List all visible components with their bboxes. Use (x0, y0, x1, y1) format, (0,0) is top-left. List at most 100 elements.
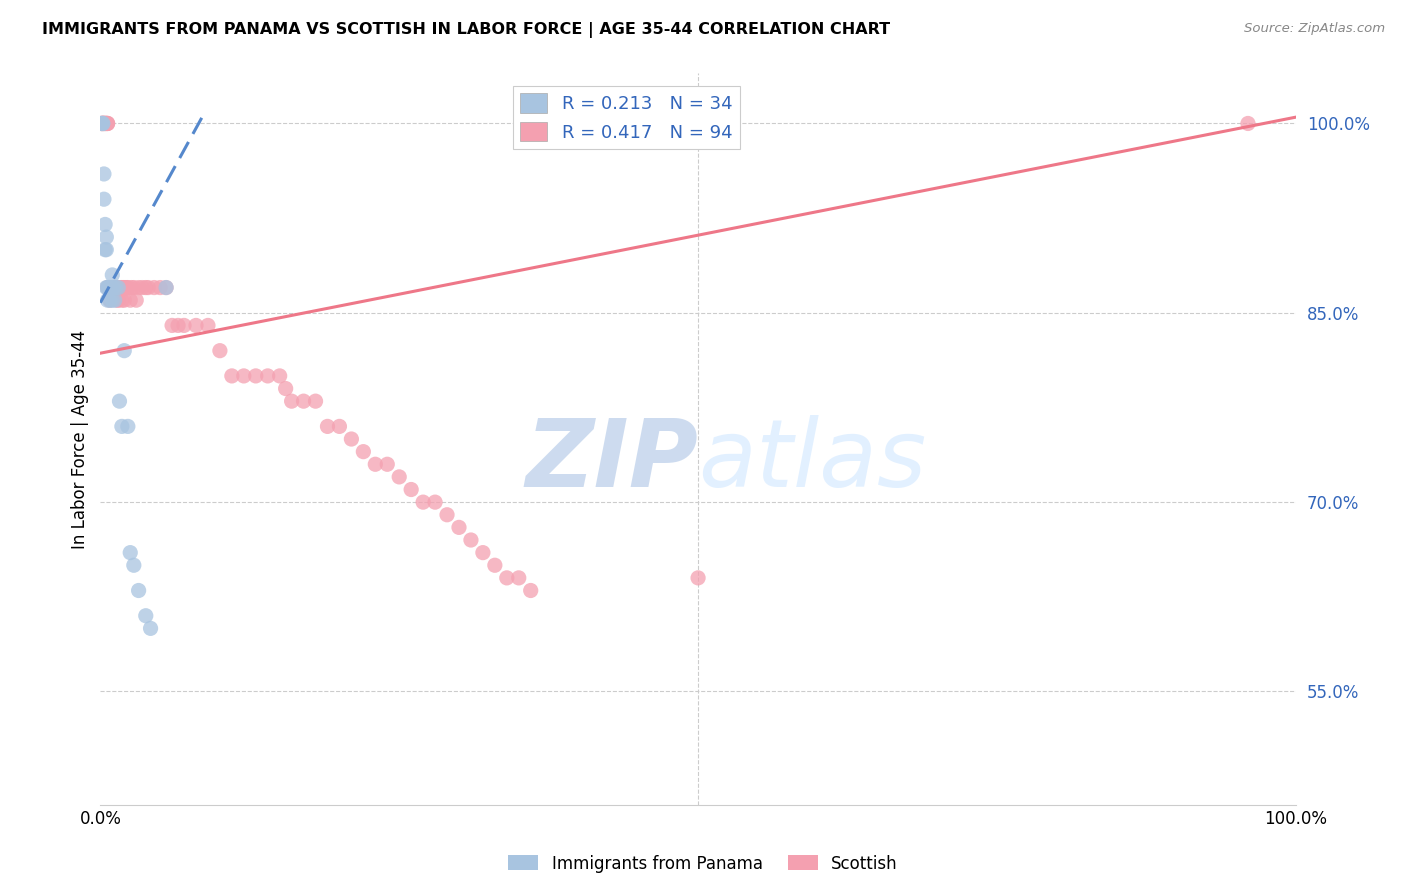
Point (111, 280, 134, 294)
Point (399, 483, 422, 497)
Point (104, 280, 127, 294)
Point (103, 280, 125, 294)
Point (155, 280, 177, 294)
Point (128, 583, 150, 598)
Point (97, 280, 120, 294)
Point (107, 280, 129, 294)
Point (495, 571, 517, 585)
Point (111, 293, 134, 308)
Point (117, 419, 139, 434)
Point (90, 116, 112, 130)
Point (97, 280, 120, 294)
Point (97, 280, 120, 294)
Point (292, 394, 315, 409)
Point (101, 293, 124, 308)
Point (100, 280, 122, 294)
Point (139, 621, 162, 635)
Point (96, 116, 118, 130)
Point (91, 116, 114, 130)
Point (304, 394, 326, 409)
Point (91, 116, 114, 130)
Point (112, 293, 135, 308)
Point (375, 457, 398, 471)
Point (208, 343, 231, 358)
Point (90, 116, 112, 130)
Point (103, 280, 125, 294)
Point (686, 571, 709, 585)
Point (274, 382, 297, 396)
Point (104, 280, 127, 294)
Point (105, 293, 128, 308)
Point (94, 116, 117, 130)
Point (108, 280, 131, 294)
Point (96, 116, 118, 130)
Point (103, 280, 125, 294)
Point (143, 280, 166, 294)
Point (269, 368, 291, 383)
Point (256, 368, 278, 383)
Point (120, 280, 142, 294)
Point (471, 546, 494, 560)
Point (97, 280, 120, 294)
Point (93, 116, 115, 130)
Point (340, 432, 363, 446)
Point (96, 230, 118, 244)
Point (96, 280, 118, 294)
Point (90, 116, 112, 130)
Point (94, 218, 117, 232)
Point (155, 280, 177, 294)
Text: atlas: atlas (697, 416, 927, 507)
Point (125, 293, 148, 308)
Point (90, 116, 112, 130)
Point (94, 243, 117, 257)
Point (167, 318, 190, 333)
Text: IMMIGRANTS FROM PANAMA VS SCOTTISH IN LABOR FORCE | AGE 35-44 CORRELATION CHART: IMMIGRANTS FROM PANAMA VS SCOTTISH IN LA… (42, 22, 890, 38)
Point (93, 116, 115, 130)
Point (98, 293, 121, 308)
Point (104, 280, 127, 294)
Point (93, 116, 115, 130)
Point (160, 318, 183, 333)
Point (101, 280, 124, 294)
Point (94, 116, 117, 130)
Point (484, 558, 506, 573)
Point (112, 280, 135, 294)
Legend: Immigrants from Panama, Scottish: Immigrants from Panama, Scottish (502, 848, 904, 880)
Point (98, 293, 121, 308)
Point (93, 192, 115, 206)
Point (135, 608, 157, 623)
Point (122, 280, 145, 294)
Point (96, 116, 118, 130)
Point (447, 520, 470, 534)
Point (508, 571, 530, 585)
Point (105, 280, 128, 294)
Point (111, 419, 134, 434)
Point (91, 116, 114, 130)
Point (93, 116, 115, 130)
Point (149, 280, 172, 294)
Point (519, 583, 541, 598)
Point (136, 280, 159, 294)
Text: ZIP: ZIP (526, 415, 697, 507)
Point (388, 470, 411, 484)
Point (245, 368, 267, 383)
Point (107, 293, 129, 308)
Point (364, 457, 387, 471)
Point (280, 394, 302, 409)
Point (115, 280, 138, 294)
Point (104, 293, 127, 308)
Point (98, 280, 121, 294)
Point (93, 167, 115, 181)
Point (412, 495, 434, 509)
Point (98, 280, 121, 294)
Point (122, 558, 145, 573)
Point (117, 280, 139, 294)
Point (120, 293, 142, 308)
Point (96, 116, 118, 130)
Point (107, 280, 129, 294)
Point (184, 318, 207, 333)
Point (101, 280, 124, 294)
Point (316, 419, 339, 434)
Point (96, 116, 118, 130)
Point (101, 268, 124, 282)
